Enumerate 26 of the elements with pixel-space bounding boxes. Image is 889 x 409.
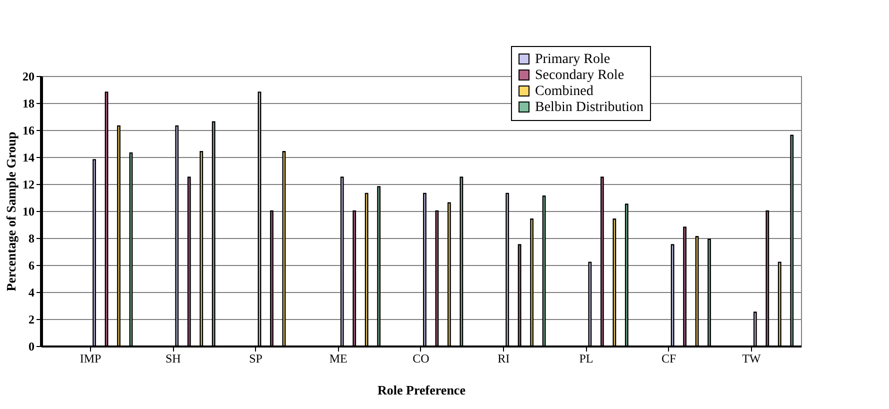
- y-tick-label: 20: [22, 70, 34, 84]
- x-axis-title: Role Preference: [378, 382, 466, 398]
- x-tick-label: IMP: [80, 352, 102, 366]
- y-tick-label: 14: [22, 150, 34, 164]
- legend-label: Secondary Role: [535, 68, 624, 83]
- x-tick-label: TW: [742, 352, 762, 366]
- x-tick-label: RI: [498, 352, 510, 366]
- y-tick-label: 8: [28, 232, 34, 246]
- y-tick-label: 2: [28, 312, 34, 326]
- x-tick-label: SP: [249, 352, 263, 366]
- x-tick-label: ME: [329, 352, 348, 366]
- x-tick-label: CO: [412, 352, 430, 366]
- y-tick-label: 10: [22, 204, 34, 218]
- y-axis-title: Percentage of Sample Group: [4, 132, 18, 292]
- x-tick-label: PL: [579, 352, 594, 366]
- y-tick-label: 6: [28, 258, 34, 272]
- legend-label: Belbin Distribution: [535, 100, 644, 115]
- y-tick-label: 4: [28, 286, 34, 300]
- y-tick-label: 12: [22, 178, 34, 192]
- legend-label: Primary Role: [535, 52, 610, 67]
- y-tick-label: 18: [22, 96, 34, 110]
- x-tick-label: SH: [166, 352, 182, 366]
- y-tick-label: 16: [22, 124, 34, 138]
- y-tick-label: 0: [28, 340, 34, 354]
- legend-label: Combined: [535, 84, 594, 99]
- x-tick-label: CF: [661, 352, 676, 366]
